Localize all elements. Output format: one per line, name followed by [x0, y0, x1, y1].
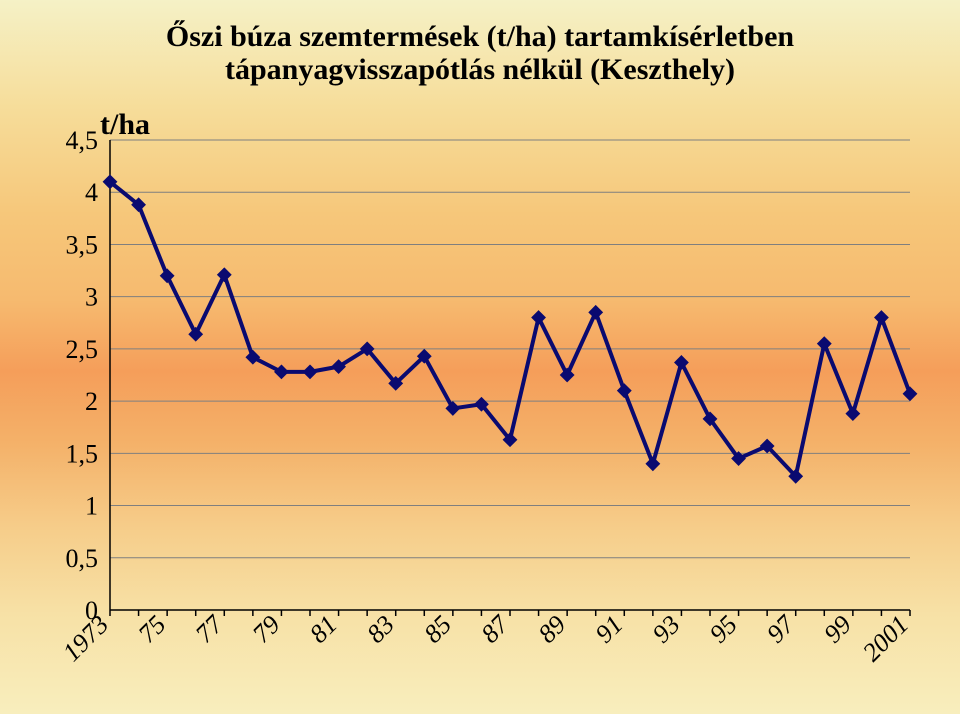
data-marker [875, 312, 887, 324]
ytick-label: 0,5 [66, 544, 99, 573]
ytick-label: 2 [85, 387, 98, 416]
data-marker [904, 388, 916, 400]
chart-area: 00,511,522,533,544,519737577798183858789… [40, 120, 920, 684]
ytick-label: 1,5 [66, 439, 99, 468]
chart-title: Őszi búza szemtermések (t/ha) tartamkísé… [40, 20, 920, 86]
xtick-label: 2001 [857, 610, 914, 667]
data-marker [618, 385, 630, 397]
line-chart: 00,511,522,533,544,519737577798183858789… [40, 120, 920, 684]
xtick-label: 1973 [57, 610, 114, 667]
data-marker [847, 408, 859, 420]
data-marker [304, 366, 316, 378]
ytick-label: 3 [85, 283, 98, 312]
series-line [110, 182, 910, 477]
ytick-label: 2,5 [66, 335, 99, 364]
page: Őszi búza szemtermések (t/ha) tartamkísé… [0, 0, 960, 714]
ytick-label: 4,5 [66, 126, 99, 155]
data-marker [647, 458, 659, 470]
data-marker [818, 338, 830, 350]
ytick-label: 3,5 [66, 230, 99, 259]
ytick-label: 1 [85, 492, 98, 521]
data-marker [590, 306, 602, 318]
ytick-label: 4 [85, 178, 98, 207]
